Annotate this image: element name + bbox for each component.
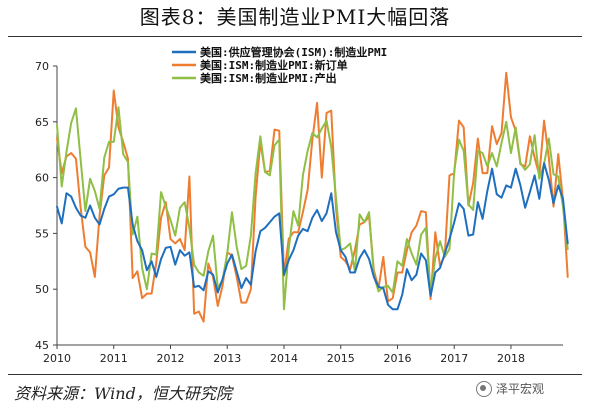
- series-line-2: [56, 71, 569, 323]
- series-group: [56, 71, 569, 323]
- pmi-line-chart: 美国:供应管理协会(ISM):制造业PMI美国:ISM:制造业PMI:新订单美国…: [35, 45, 569, 365]
- x-tick-label: 2012: [156, 352, 184, 365]
- x-tick-label: 2014: [270, 352, 298, 365]
- y-tick-label: 45: [35, 339, 49, 352]
- legend-label: 美国:供应管理协会(ISM):制造业PMI: [200, 45, 387, 59]
- watermark: 泽平宏观: [476, 380, 544, 397]
- legend: 美国:供应管理协会(ISM):制造业PMI美国:ISM:制造业PMI:新订单美国…: [172, 45, 387, 85]
- x-tick-label: 2013: [213, 352, 241, 365]
- y-tick-label: 60: [35, 172, 49, 185]
- series-line-3: [56, 106, 569, 311]
- x-tick-label: 2018: [497, 352, 525, 365]
- x-tick-label: 2016: [383, 352, 411, 365]
- y-tick-label: 50: [35, 283, 49, 296]
- series-line-1: [56, 162, 569, 311]
- legend-label: 美国:ISM:制造业PMI:产出: [200, 71, 337, 85]
- y-tick-label: 70: [35, 60, 49, 73]
- title-divider: [8, 36, 582, 37]
- y-tick-label: 55: [35, 227, 49, 240]
- x-tick-label: 2015: [327, 352, 355, 365]
- axes: 45 50 55 60 65 70 2010 2011 2012 2013 2014 2015 2016…: [35, 60, 563, 365]
- x-tick-label: 2017: [440, 352, 468, 365]
- legend-label: 美国:ISM:制造业PMI:新订单: [200, 58, 348, 72]
- y-tick-label: 65: [35, 116, 49, 129]
- chart-title: 图表8：美国制造业PMI大幅回落: [139, 5, 451, 29]
- source-divider: [8, 374, 582, 375]
- x-tick-label: 2010: [43, 352, 71, 365]
- source-note: 资料来源：Wind，恒大研究院: [14, 384, 232, 403]
- wechat-icon: [476, 380, 492, 397]
- watermark-label: 泽平宏观: [496, 382, 545, 396]
- x-tick-label: 2011: [100, 352, 128, 365]
